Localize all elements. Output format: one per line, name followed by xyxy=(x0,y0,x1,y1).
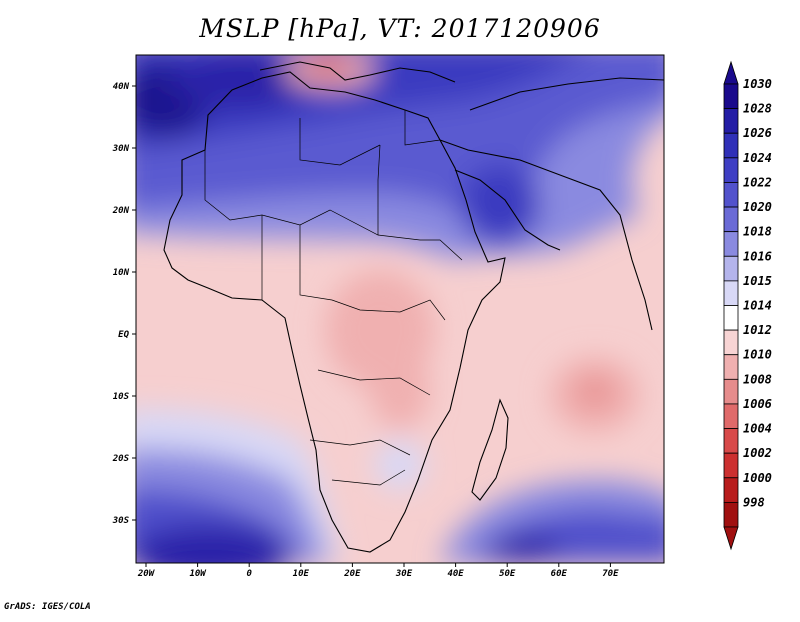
colorbar-segment xyxy=(723,231,739,257)
colorbar-bottom-arrow xyxy=(723,526,739,551)
colorbar-label: 1030 xyxy=(743,77,772,91)
colorbar-label: 1022 xyxy=(743,175,772,189)
lon-tick-label: 20W xyxy=(137,569,156,579)
colorbar-label: 1012 xyxy=(743,323,772,337)
colorbar-label: 1002 xyxy=(743,446,772,460)
coastlines xyxy=(163,61,664,553)
colorbar-segment xyxy=(723,378,739,405)
map-title: MSLP [hPa], VT: 2017120906 xyxy=(199,14,601,43)
lon-tick-label: 70E xyxy=(602,569,619,579)
lat-tick-label: 10S xyxy=(113,392,130,402)
lat-tick-label: 20S xyxy=(112,454,130,464)
colorbar-label: 1000 xyxy=(743,471,772,485)
colorbar-segment xyxy=(723,157,739,183)
colorbar-segment xyxy=(723,329,739,356)
colorbar-segment xyxy=(723,452,739,479)
colorbar-label: 1028 xyxy=(743,102,772,116)
lon-tick-label: 60E xyxy=(551,569,568,579)
plot-frame xyxy=(135,54,665,564)
colorbar: 1030 1028 1026 1024 1022 1020 1018 1016 1015 1014… xyxy=(723,60,772,551)
lat-tick-label: 30N xyxy=(112,144,130,154)
lon-tick-label: 40E xyxy=(447,569,464,579)
colorbar-segment xyxy=(723,305,739,331)
colorbar-segment xyxy=(723,182,739,208)
colorbar-top-arrow xyxy=(723,60,739,85)
colorbar-segment xyxy=(723,132,739,159)
colorbar-segment xyxy=(723,280,739,306)
colorbar-label: 1006 xyxy=(743,397,772,411)
colorbar-label: 1004 xyxy=(743,422,772,436)
colorbar-segment xyxy=(723,477,739,503)
colorbar-segment xyxy=(723,428,739,454)
latitude-axis: 40N 30N 20N 10N EQ 10S 20S 30S xyxy=(112,82,136,526)
lat-tick-label: EQ xyxy=(118,330,129,340)
longitude-axis: 20W 10W 0 10E 20E 30E 40E 50E 60E 70E xyxy=(137,563,619,579)
colorbar-segment xyxy=(723,501,739,528)
lon-tick-label: 10E xyxy=(293,569,310,579)
lat-tick-label: 40N xyxy=(113,82,130,92)
footer-credit: GrADS: IGES/COLA xyxy=(4,602,91,612)
colorbar-label: 1018 xyxy=(743,225,772,239)
lat-tick-label: 10N xyxy=(113,268,130,278)
colorbar-segment xyxy=(723,108,739,134)
colorbar-segment xyxy=(723,354,739,380)
lat-tick-label: 30S xyxy=(112,516,130,526)
colorbar-label: 1016 xyxy=(743,249,772,263)
colorbar-label: 1015 xyxy=(743,274,772,288)
colorbar-segment xyxy=(723,255,739,282)
lon-tick-label: 20E xyxy=(343,569,361,579)
lon-tick-label: 10W xyxy=(189,569,207,579)
colorbar-label: 1024 xyxy=(743,151,772,165)
lon-tick-label: 30E xyxy=(395,569,413,579)
colorbar-segment xyxy=(723,83,739,110)
colorbar-label: 1008 xyxy=(743,372,772,386)
colorbar-segment xyxy=(723,206,739,233)
colorbar-segment xyxy=(723,403,739,429)
colorbar-label: 1010 xyxy=(743,348,772,362)
colorbar-label: 1020 xyxy=(743,200,772,214)
pressure-field xyxy=(136,55,664,563)
colorbar-label: 1026 xyxy=(743,126,772,140)
lat-tick-label: 20N xyxy=(112,206,130,216)
colorbar-label: 998 xyxy=(743,495,765,509)
country-borders xyxy=(204,110,463,486)
lon-tick-label: 0 xyxy=(246,569,252,579)
lon-tick-label: 50E xyxy=(499,569,516,579)
colorbar-label: 1014 xyxy=(743,299,772,313)
